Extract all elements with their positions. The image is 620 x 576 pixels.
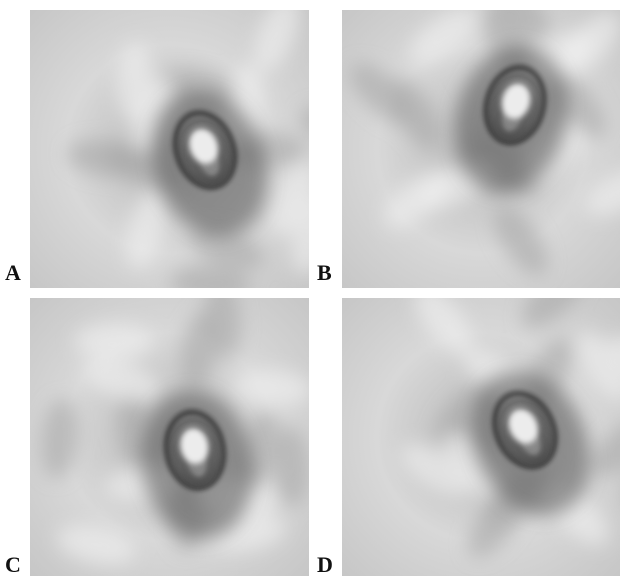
ring [179,119,233,187]
ring [174,111,236,189]
ring [498,399,554,466]
fold [489,10,550,40]
panel-label: D [317,552,333,576]
highlight [501,83,531,119]
fold [585,166,620,216]
fold [493,206,548,276]
fold [180,310,219,390]
panel-label: C [5,552,21,576]
panel-image [30,10,309,288]
lumen [152,91,268,238]
ring [165,410,225,490]
panel-image [342,10,620,288]
fold [254,10,300,71]
fold [522,298,585,328]
fold [56,525,136,565]
fold [188,225,265,270]
ring [169,418,222,488]
ring [484,66,546,144]
fold [442,433,503,498]
fold [41,398,78,479]
fold [576,331,620,402]
fold [170,265,251,288]
fold [232,369,309,406]
fold [126,190,167,269]
shadow [152,91,268,238]
ring [488,73,541,142]
fold [415,298,472,354]
fold [74,323,155,360]
ring [504,407,551,464]
fold [273,426,309,507]
highlight [180,428,209,464]
panel-label: A [5,260,21,285]
panel-image [30,298,309,576]
fold [401,443,472,497]
shadow [472,371,591,516]
fold [269,162,309,236]
fold [409,10,478,65]
fold [83,359,161,401]
ring [493,392,557,468]
panel-image [342,298,620,576]
lumen [141,390,254,540]
lumen [454,45,568,194]
highlight [508,409,539,444]
fold [590,417,620,477]
fold [390,77,441,150]
panel-label: B [317,260,332,285]
lumen [472,371,591,516]
highlight [189,128,219,164]
